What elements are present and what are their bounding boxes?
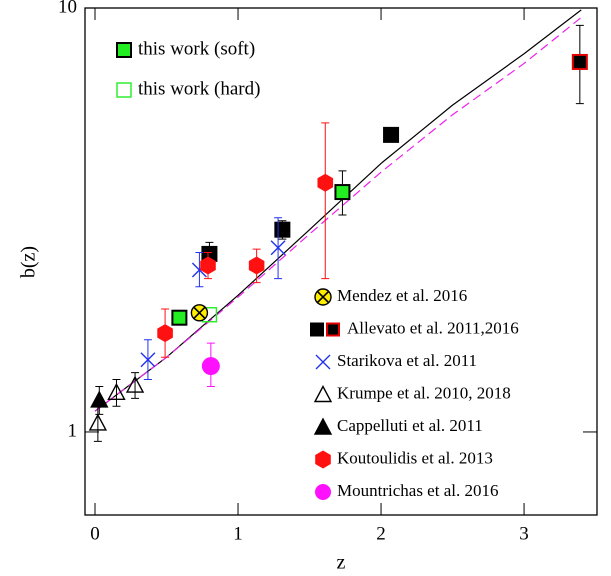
marker xyxy=(571,53,588,70)
marker xyxy=(248,256,265,275)
y-axis-label: b(z) xyxy=(18,246,40,278)
legend-marker xyxy=(310,322,324,337)
legend-marker xyxy=(313,417,333,435)
marker xyxy=(157,324,173,343)
legend-marker xyxy=(314,288,332,306)
legend-label: Allevato et al. 2011,2016 xyxy=(347,318,519,337)
error-bar xyxy=(321,122,330,280)
x-axis-label: z xyxy=(337,552,346,574)
x-tick-label: 1 xyxy=(233,523,243,544)
legend-marker xyxy=(315,354,331,370)
x-tick-label: 0 xyxy=(90,523,100,544)
marker xyxy=(274,221,291,238)
marker-part xyxy=(316,290,330,304)
legend-label: Koutoulidis et al. 2013 xyxy=(337,448,493,467)
legend-marker xyxy=(116,42,132,58)
legend-label: Cappelluti et al. 2011 xyxy=(337,416,483,435)
x-tick-label: 2 xyxy=(376,523,386,544)
y-tick-label: 1 xyxy=(68,420,78,441)
error-bar xyxy=(93,405,102,442)
marker xyxy=(200,256,216,275)
legend-marker xyxy=(326,322,340,337)
legend-marker xyxy=(116,82,132,98)
model-line xyxy=(94,16,582,412)
marker xyxy=(334,184,351,201)
marker xyxy=(317,173,334,192)
marker xyxy=(270,240,286,256)
legend-label: Starikova et al. 2011 xyxy=(337,351,477,370)
legend-marker xyxy=(315,450,331,469)
marker xyxy=(140,352,156,368)
plot-frame xyxy=(84,7,598,516)
legend-label: Mountrichas et al. 2016 xyxy=(337,481,498,500)
marker xyxy=(90,390,109,408)
marker xyxy=(171,309,188,326)
marker xyxy=(107,382,126,401)
legend-label: Krumpe et al. 2010, 2018 xyxy=(337,383,511,402)
marker xyxy=(383,126,400,143)
legend-label: this work (soft) xyxy=(138,38,255,59)
y-tick-label: 10 xyxy=(58,0,77,17)
legend-label: this work (hard) xyxy=(138,78,260,99)
marker-part xyxy=(193,306,206,319)
marker xyxy=(125,375,145,393)
marker xyxy=(88,413,108,431)
marker xyxy=(201,357,220,376)
legend-marker xyxy=(313,385,333,403)
legend-marker xyxy=(315,484,331,500)
legend-label: Mendez et al. 2016 xyxy=(337,286,467,305)
x-tick-label: 3 xyxy=(519,523,529,544)
marker xyxy=(190,304,209,322)
